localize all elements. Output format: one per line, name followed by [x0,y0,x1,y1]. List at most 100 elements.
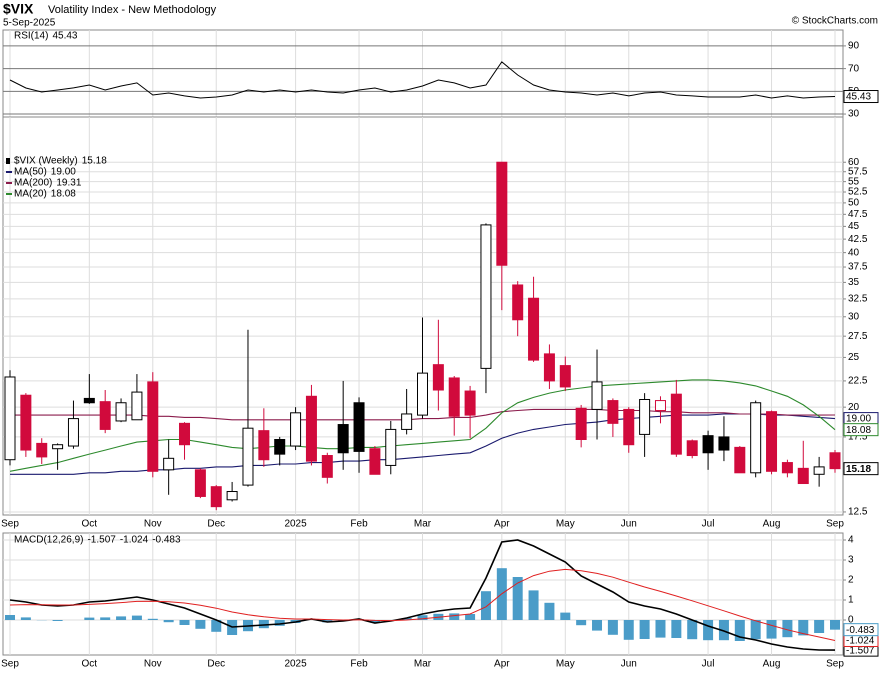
histogram-bar [211,620,222,632]
histogram-bar [417,615,428,620]
source: © StockCharts.com [792,16,878,27]
candle-body [670,393,682,455]
price-tag-label: -1.024 [846,636,875,647]
candle-body [115,402,127,422]
price-tag [843,623,879,637]
y-tick-label: 47.5 [848,209,868,220]
y-tick-label: 20 [848,402,860,413]
histogram-bar [274,620,285,626]
y-tick-label: 1 [848,595,854,606]
histogram-bar [703,620,714,641]
x-tick-label: Apr [494,519,510,530]
candle-body [734,446,746,474]
candle-body [369,448,381,475]
histogram-bar [465,614,476,620]
y-tick-label: 2 [848,575,854,586]
candle-body [607,400,619,424]
histogram-bar [163,620,174,623]
histogram-bar [512,577,523,620]
x-tick-label: Aug [763,519,781,530]
histogram-bar [592,620,603,631]
candle-body [464,390,476,416]
candle-body [258,430,270,461]
candle-body [305,395,317,462]
candle-body [179,422,191,446]
candle-body [226,491,238,501]
y-tick-label: 22.5 [848,376,868,387]
x-tick-label: Oct [82,519,98,530]
legend-text: 18.08 [51,189,76,200]
legend-text: 45.43 [52,31,77,42]
y-tick-label: 0 [848,615,854,626]
candle-body [432,364,444,391]
security-name: Volatility Index - New Methodology [48,4,217,16]
candle-body [750,402,762,474]
histogram-bar [766,620,777,639]
y-tick-label: 40 [848,247,860,258]
x-tick-label: May [556,519,575,530]
candle-body [99,401,111,430]
legend-text: MACD(12,26,9) [14,535,83,546]
candle-body [512,284,524,321]
histogram-bar [84,617,95,620]
y-tick-label: 17.5 [848,432,868,443]
histogram-bar [544,602,555,620]
histogram-bar [131,615,142,620]
y-tick-label: 52.5 [848,187,868,198]
candle-body [321,455,333,478]
candle-body [448,377,460,417]
histogram-bar [671,620,682,638]
candle-body [480,224,492,369]
y-tick-label: 25 [848,352,860,363]
candle-body [20,394,32,451]
histogram-bar [528,590,539,620]
candle-body [686,440,698,457]
legend-text: $VIX (Weekly) [14,156,78,167]
histogram-bar [5,615,15,620]
y-tick-label: 32.5 [848,294,868,305]
legend-text: 15.18 [82,156,107,167]
rsi-line [9,61,836,99]
histogram-bar [100,617,111,620]
candle-body [797,467,809,485]
candle-body [36,442,48,458]
histogram-bar [639,620,650,639]
histogram-bar [782,620,793,638]
histogram-bar [20,617,31,620]
price-tag-label: -1.507 [846,645,875,656]
legend-text: RSI(14) [14,31,48,42]
x-tick-label: Jul [702,659,715,670]
histogram-bar [369,620,380,623]
candle-body [829,452,841,470]
y-tick-label: 55 [848,176,860,187]
price-tag-label: 45.43 [846,92,871,103]
candle-body [210,486,222,508]
date: 5-Sep-2025 [3,18,56,29]
x-tick-label: Sep [826,519,844,530]
x-tick-label: Aug [763,659,781,670]
legend-text: MA(200) [14,178,52,189]
price-tag-label: -0.483 [846,625,875,636]
candle-body [163,457,175,471]
histogram-bar [798,620,809,636]
candle-body [702,435,714,454]
candle-body [718,436,730,451]
histogram-bar [830,620,840,630]
x-tick-label: Jul [702,519,715,530]
histogram-bar [576,620,587,626]
histogram-bar [814,620,825,633]
histogram-bar [480,591,491,620]
x-tick-label: Mar [414,659,432,670]
candle-body [131,391,143,421]
x-tick-label: Jun [621,519,637,530]
y-tick-label: 30 [848,109,860,120]
y-tick-label: 30 [848,311,860,322]
histogram-bar [179,620,190,625]
price-tag [843,462,879,476]
candle-body [83,397,95,404]
price-tag [843,90,879,104]
candle-body [274,438,286,455]
candle-body [639,398,651,435]
candle-body [591,381,603,410]
